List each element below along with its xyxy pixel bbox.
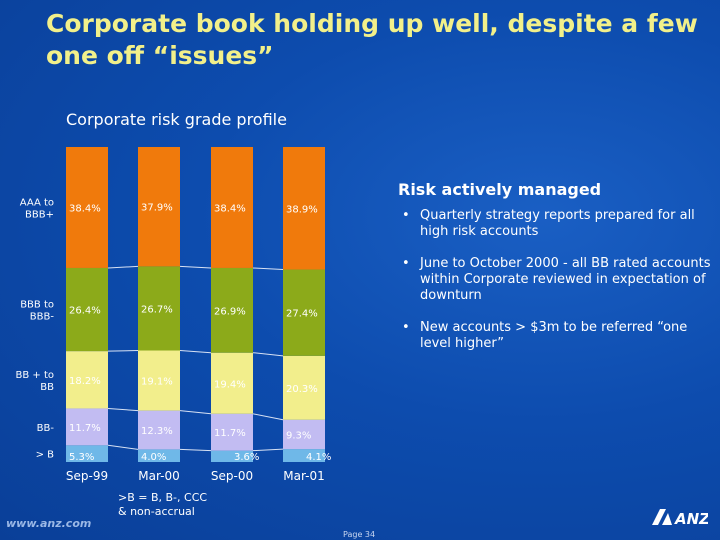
- bullet-text: Quarterly strategy reports prepared for …: [420, 208, 695, 239]
- data-label: 26.7%: [141, 304, 173, 315]
- bar-segment: [283, 355, 325, 420]
- data-label: 11.7%: [69, 423, 101, 434]
- connector-line: [107, 349, 139, 352]
- connector-line: [252, 413, 284, 421]
- data-label: 11.7%: [214, 428, 246, 439]
- page-number: Page 34: [343, 530, 376, 539]
- data-label: 38.4%: [214, 203, 246, 214]
- legend-label: BB + to: [16, 370, 55, 381]
- bar-segment: [283, 419, 325, 450]
- bar-segment: [138, 410, 180, 450]
- bar-segment: [66, 445, 108, 462]
- bar-segment: [138, 266, 180, 351]
- connector-line: [107, 407, 139, 412]
- bullet-dot-icon: •: [402, 256, 410, 271]
- bullet-item: • Quarterly strategy reports prepared for…: [398, 208, 716, 240]
- bullet-list: • Quarterly strategy reports prepared for…: [398, 208, 716, 368]
- connector-line: [252, 448, 284, 452]
- logo-text: ANZ: [674, 510, 708, 527]
- bar-segment: [66, 408, 108, 446]
- data-label: 5.3%: [69, 452, 94, 463]
- panel-title: Risk actively managed: [398, 180, 602, 199]
- x-tick-label: Sep-99: [66, 469, 108, 483]
- bar-segment: [66, 267, 108, 352]
- connector-line: [252, 352, 284, 357]
- connector-line: [179, 349, 212, 354]
- data-label: 26.4%: [69, 306, 101, 317]
- connector-line: [179, 265, 212, 269]
- connector-line: [107, 444, 139, 450]
- bar-segment: [211, 147, 253, 268]
- bar-segment: [283, 269, 325, 356]
- data-label: 4.0%: [141, 452, 166, 463]
- x-tick-label: Sep-00: [211, 469, 253, 483]
- data-label: 18.2%: [69, 376, 101, 387]
- data-label: 4.1%: [306, 452, 331, 463]
- legend-label: BB: [40, 382, 54, 393]
- data-label: 3.6%: [234, 452, 259, 463]
- bar-segment: [138, 350, 180, 411]
- legend-label: > B: [36, 450, 55, 461]
- data-label: 20.3%: [286, 384, 318, 395]
- bar-segment: [211, 352, 253, 414]
- connector-line: [107, 265, 139, 269]
- bar-segment: [283, 449, 325, 462]
- chart-subtitle: Corporate risk grade profile: [66, 110, 287, 129]
- bar-segment: [66, 147, 108, 268]
- bar-segment: [211, 413, 253, 451]
- bar-segment: [211, 450, 253, 462]
- data-label: 37.9%: [141, 203, 173, 214]
- bar-segment: [66, 351, 108, 409]
- data-label: 12.3%: [141, 426, 173, 437]
- data-label: 38.9%: [286, 204, 318, 215]
- bullet-item: • New accounts > $3m to be referred “one …: [398, 320, 716, 352]
- slide-title: Corporate book holding up well, despite …: [46, 9, 698, 70]
- bullet-text: June to October 2000 - all BB rated acco…: [420, 256, 711, 303]
- anz-logo-icon: ANZ: [652, 509, 708, 527]
- x-tick-label: Mar-01: [283, 469, 324, 483]
- legend-label: BBB+: [25, 209, 54, 220]
- legend-label: AAA to: [20, 197, 54, 208]
- data-label: 26.9%: [214, 306, 246, 317]
- data-label: 9.3%: [286, 430, 311, 441]
- website-url: www.anz.com: [6, 517, 92, 530]
- legend-label: BB-: [37, 423, 55, 434]
- bar-segment: [211, 267, 253, 353]
- bullet-text: New accounts > $3m to be referred “one l…: [420, 320, 688, 351]
- bullet-dot-icon: •: [402, 320, 410, 335]
- bullet-item: • June to October 2000 - all BB rated acc…: [398, 256, 716, 304]
- data-label: 19.1%: [141, 377, 173, 388]
- legend-label: BBB to: [20, 300, 54, 311]
- bar-segment: [138, 147, 180, 267]
- legend-label: BBB-: [30, 312, 55, 323]
- connector-line: [179, 410, 212, 415]
- bar-segment: [138, 449, 180, 462]
- data-label: 27.4%: [286, 309, 318, 320]
- data-label: 38.4%: [69, 203, 101, 214]
- bar-segment: [283, 147, 325, 270]
- connector-line: [252, 267, 284, 271]
- connector-line: [179, 448, 212, 452]
- chart-footnote: >B = B, B-, CCC & non-accrual: [118, 491, 208, 518]
- bullet-dot-icon: •: [402, 208, 410, 223]
- data-label: 19.4%: [214, 379, 246, 390]
- x-tick-label: Mar-00: [138, 469, 179, 483]
